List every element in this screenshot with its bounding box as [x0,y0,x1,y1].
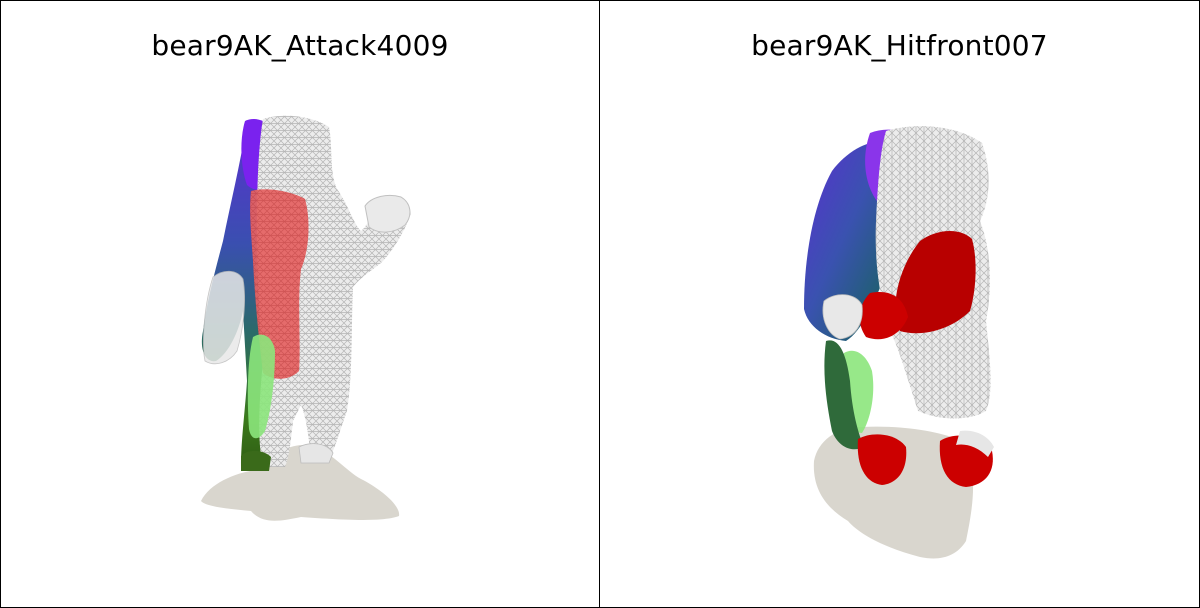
bear-left-arm [203,270,245,365]
paw-red-region [895,230,976,334]
bear-foot-right [298,443,334,464]
ground-shadow [813,426,974,559]
leg-green-region [247,334,275,439]
bear-left-arm [822,294,863,340]
panel-hitfront: bear9AK_Hitfront007 [599,0,1200,608]
bear-raised-paw [364,194,411,233]
bear-foot-left [241,450,271,471]
panel-title: bear9AK_Hitfront007 [751,29,1048,62]
chest-red-region [859,292,908,340]
bear-hitfront-render [804,126,994,559]
panel-attack: bear9AK_Attack4009 [0,0,600,608]
ground-shadow [201,445,400,521]
bear-lower-side [824,340,864,450]
panel-title: bear9AK_Attack4009 [151,29,449,62]
bear-attack-render [201,115,411,521]
bear-foot-left [857,434,907,485]
